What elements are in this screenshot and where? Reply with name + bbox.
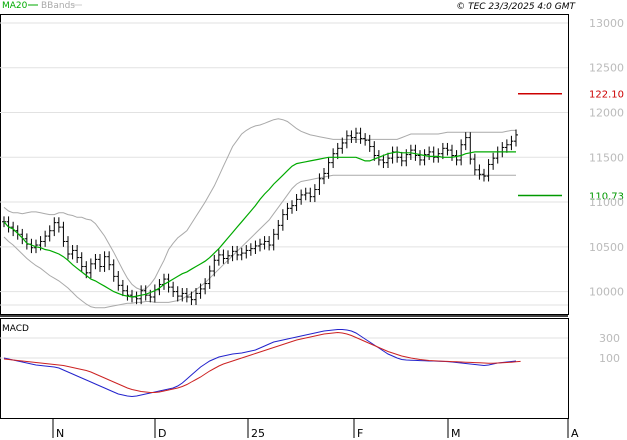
macd-line — [3, 329, 517, 398]
macd-panel-frame — [0, 318, 569, 419]
support-label: 110.73 — [589, 192, 624, 203]
y-tick-label: 13000 — [589, 17, 624, 30]
macd-title: MACD — [2, 324, 29, 334]
legend-ma20: MA20 — [2, 1, 28, 11]
macd-y-tick-label: 100 — [599, 352, 620, 365]
bollinger-bands — [3, 118, 516, 309]
bband-upper — [3, 118, 516, 291]
grid-lines — [0, 22, 568, 359]
x-tick-labels: N D 25 F M A — [52, 418, 579, 440]
levels: 122.10 110.73 — [518, 90, 624, 203]
macd-y-tick-label: 300 — [599, 332, 620, 345]
x-tick-label: 25 — [251, 427, 265, 440]
macd-panel — [3, 329, 521, 398]
y-tick-label: 12000 — [589, 107, 624, 120]
x-tick-label: F — [357, 427, 363, 440]
price-bars — [2, 127, 518, 306]
ma20-series — [3, 151, 516, 298]
bband-lower — [3, 174, 516, 309]
copyright-text: © TEC 23/3/2025 4:0 GMT — [456, 2, 576, 12]
y-tick-label: 10500 — [589, 241, 624, 254]
x-tick-label: M — [451, 427, 461, 440]
y-tick-label: 11500 — [589, 151, 624, 164]
x-tick-label: A — [571, 427, 579, 440]
ma20-line — [3, 151, 516, 298]
y-tick-label: 10000 — [589, 286, 624, 299]
resistance-label: 122.10 — [589, 90, 624, 101]
y-tick-labels: 13000 12500 12000 11500 11000 10500 10000 300 10… — [589, 17, 624, 365]
x-tick-label: N — [56, 427, 64, 440]
y-tick-label: 12500 — [589, 62, 624, 75]
y-tick-label: 11000 — [589, 196, 624, 209]
price-panel-frame — [0, 14, 569, 315]
panel-frames — [0, 14, 569, 419]
signal-line — [3, 331, 521, 393]
x-tick-label: D — [158, 427, 166, 440]
legend-bbands: BBands — [41, 1, 75, 11]
